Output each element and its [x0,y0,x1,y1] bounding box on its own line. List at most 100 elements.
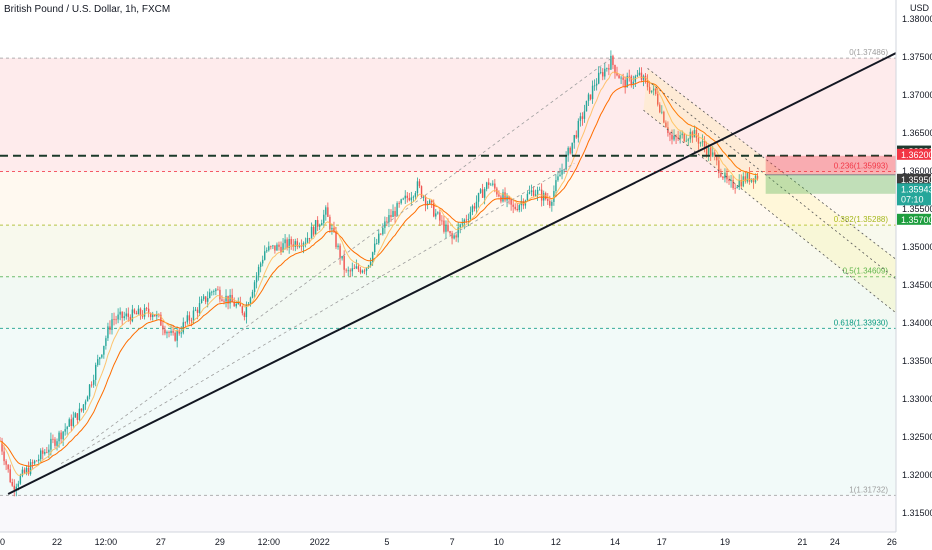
candle [37,454,40,466]
candle-body [571,142,573,154]
candle-body [94,364,97,380]
candle [257,264,260,281]
candle [33,459,36,465]
candle-body [534,194,537,196]
candle [121,311,123,325]
fib-label: 1(1.31732) [849,485,888,494]
candle-body [443,220,445,232]
candle-body [229,294,231,304]
candle [168,330,170,338]
candle [630,74,632,88]
candle-body [223,300,225,302]
candle [323,209,325,228]
candle [597,66,600,85]
candle-body [426,203,429,205]
candle-body [88,384,91,397]
candle-body [56,441,58,446]
candle [105,335,107,350]
candle [284,233,286,250]
candle-body [101,354,103,358]
candle [101,354,103,359]
candle [200,296,203,304]
candle-body [673,135,675,140]
candle [139,307,142,320]
candle-body [600,72,602,73]
candle-body [451,233,453,239]
candle-body [327,207,329,217]
candle [84,399,87,410]
candle-body [190,320,193,322]
candle [714,150,716,161]
candle-body [345,269,347,271]
candle [54,437,56,449]
candle-body [428,200,431,204]
candle [691,130,694,143]
candle-body [384,221,386,228]
candle-body [162,325,164,330]
candle-body [264,251,266,260]
candle [198,296,201,316]
candle [321,219,323,226]
candle [632,75,635,90]
candle [115,315,117,325]
candle-body [697,137,700,144]
candle [225,289,227,308]
fib-band [0,225,896,277]
candle-body [457,227,459,238]
candle [475,195,478,214]
candle-body [298,246,301,247]
candle [443,215,445,234]
candle [748,167,751,185]
price-badge-bg [897,173,931,185]
candle [616,66,618,77]
candle-body [720,173,722,177]
candle-body [591,85,594,100]
candle-body [610,55,612,70]
candle [384,216,386,234]
candle [162,320,164,336]
candle-body [728,179,730,182]
candle-body [585,100,588,112]
candle-body [31,462,34,464]
candle [402,197,404,201]
price-tick-label: 1.35000 [902,242,932,252]
candle-body [461,223,463,225]
candle-body [373,243,376,253]
candle [127,307,130,322]
candle [722,175,724,181]
candle-body [424,196,427,205]
moving-average-fast [0,71,758,476]
candle [467,213,470,227]
candle-body [115,319,117,321]
candle [471,204,474,216]
candle-body [693,130,696,138]
candle [567,146,569,162]
candle-body [712,152,714,157]
candle-body [333,227,335,232]
candle-body [624,79,626,88]
candle-body [280,246,282,253]
price-tick-label: 1.37500 [902,52,932,62]
candle [575,130,578,139]
candle-body [488,182,490,185]
candle-body [575,135,578,138]
candle [414,190,417,200]
candle-body [418,181,421,187]
candle [477,192,480,208]
candle-body [632,81,635,85]
candle-body [357,266,360,270]
candle-body [510,199,512,205]
candle-body [35,460,38,462]
candle [408,192,411,202]
candle-body [194,309,197,311]
candle-body [168,332,170,333]
candle [312,225,315,237]
candle-body [5,461,7,465]
candle [437,211,439,215]
candle-body [606,68,608,69]
candle [274,245,276,254]
